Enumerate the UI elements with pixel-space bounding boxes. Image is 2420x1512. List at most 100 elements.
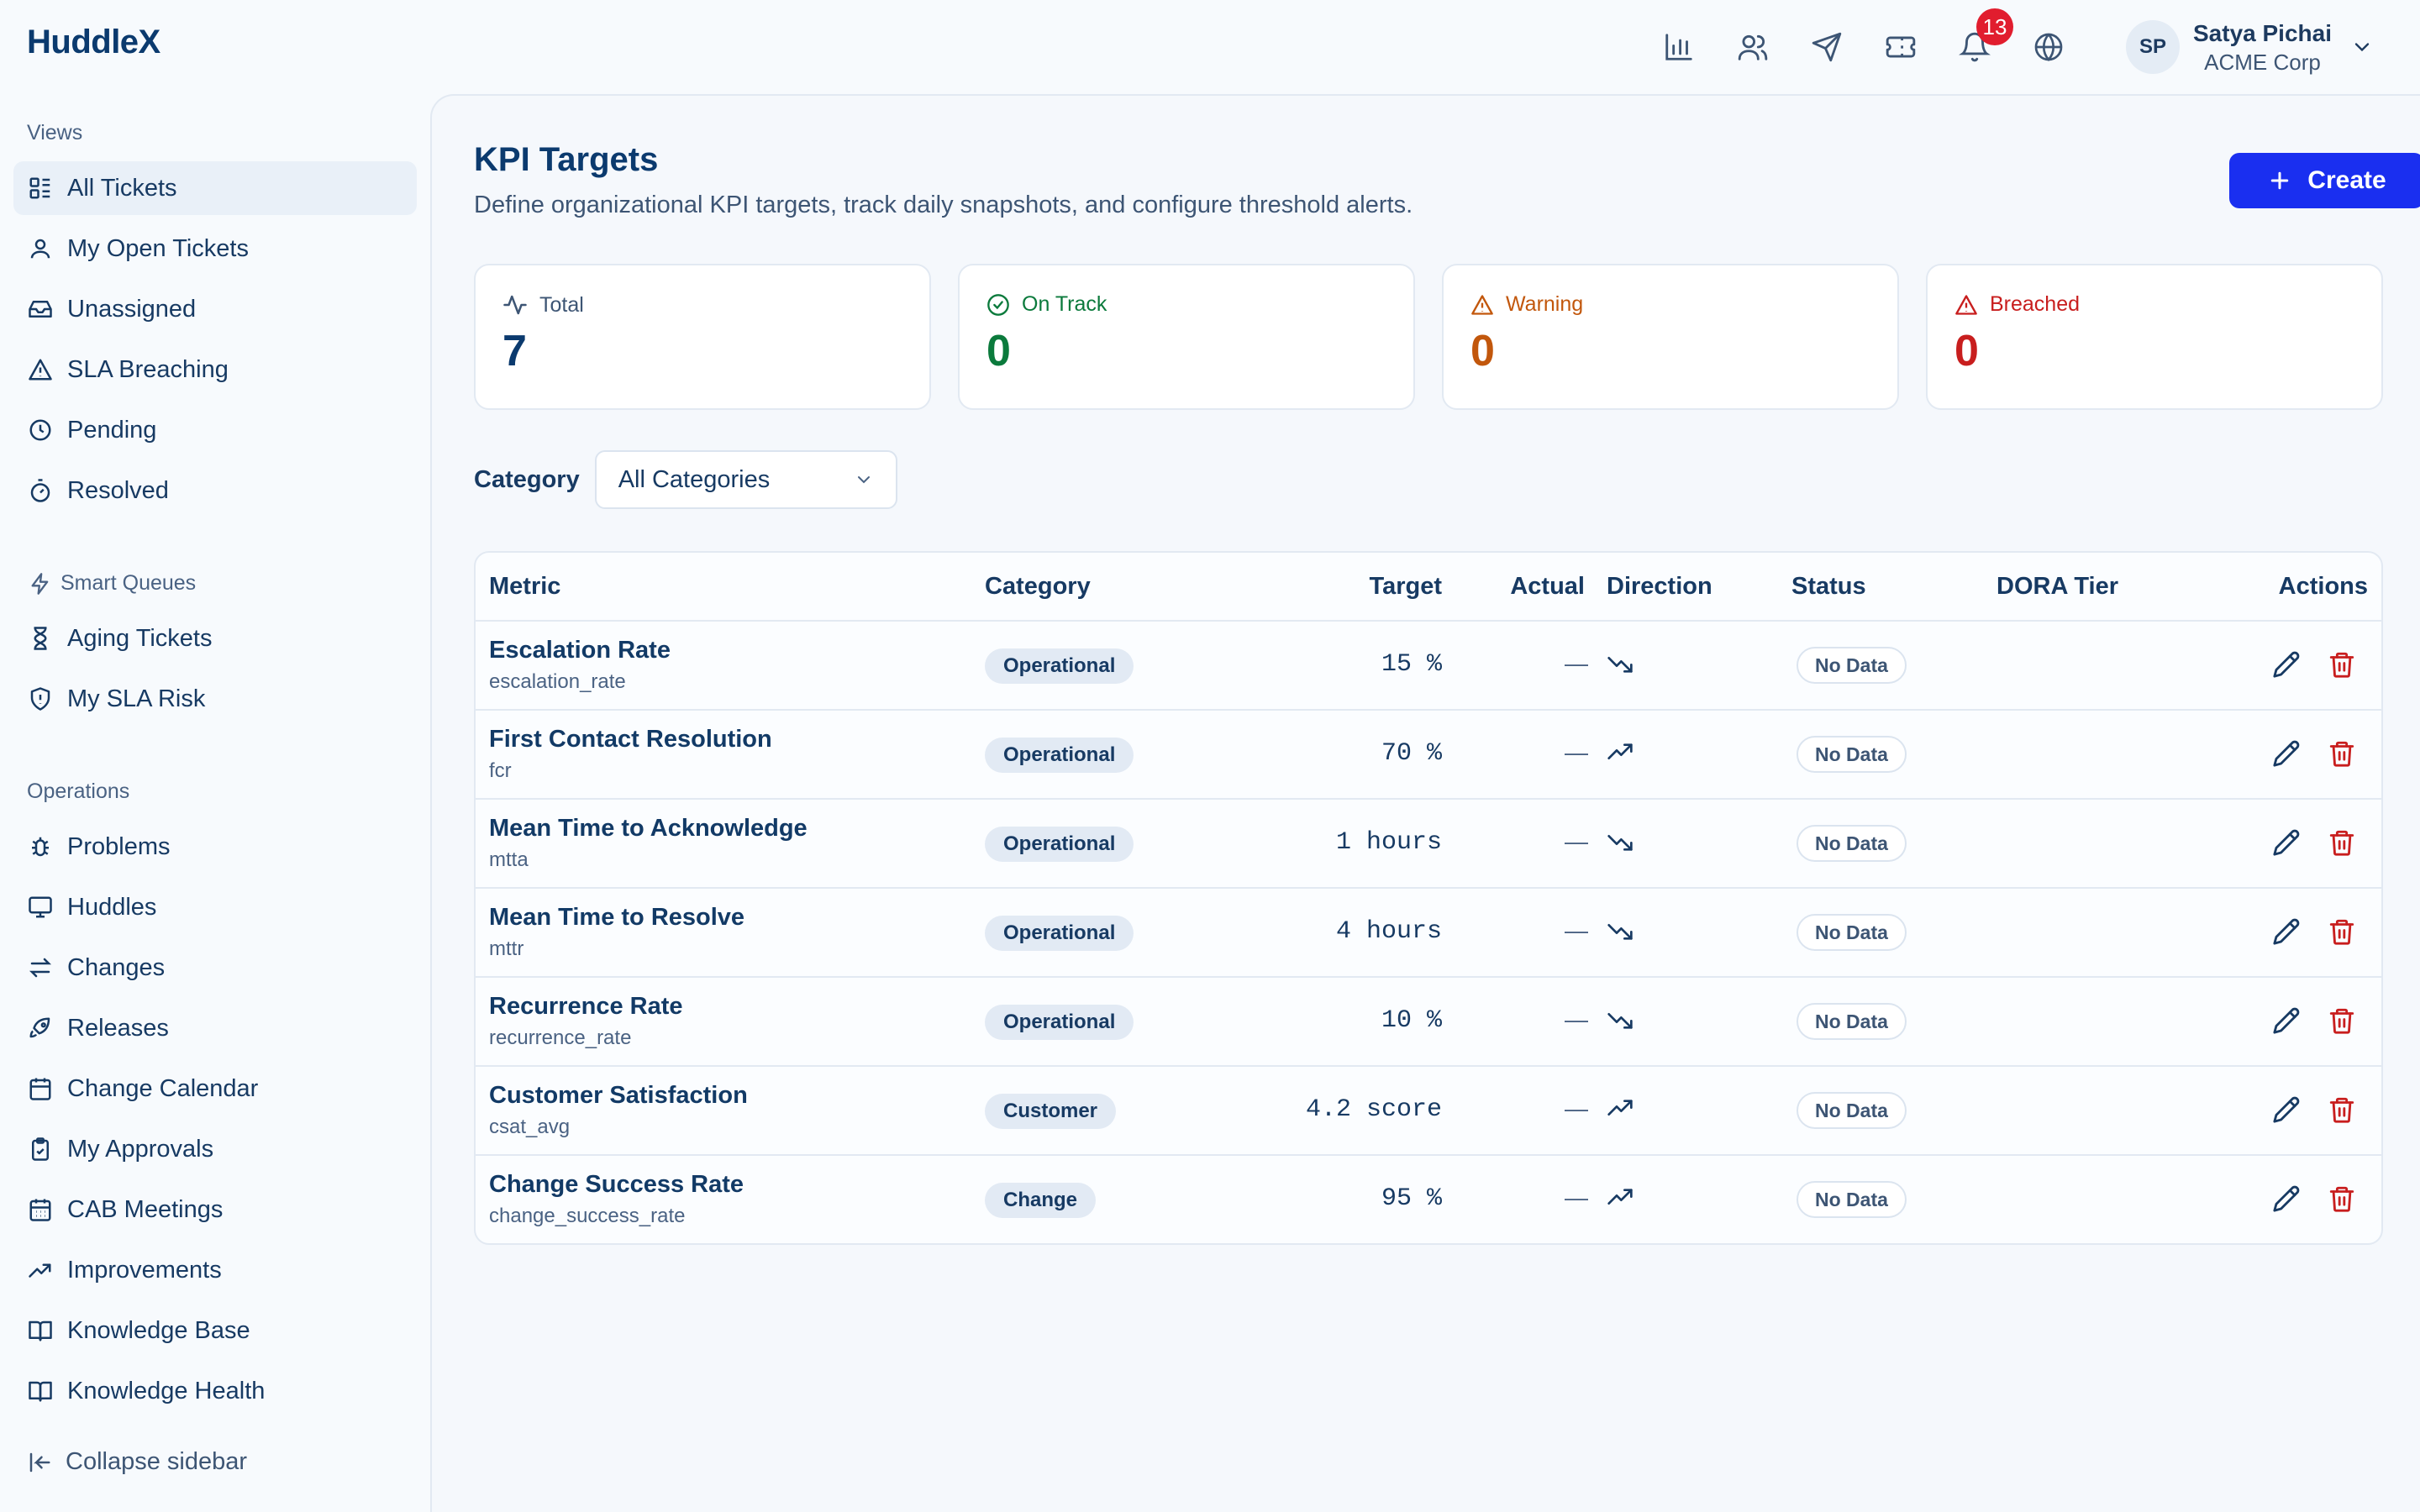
column-header-status[interactable]: Status <box>1791 573 1866 600</box>
send-icon[interactable] <box>1807 27 1847 67</box>
trend-down-icon <box>1607 650 1634 677</box>
target-value: 4.2 score <box>1305 1095 1442 1124</box>
status-badge: No Data <box>1797 825 1907 862</box>
stat-card-total: Total 7 <box>474 264 931 410</box>
edit-icon[interactable] <box>2272 650 2301 679</box>
edit-icon[interactable] <box>2272 1184 2301 1213</box>
collapse-sidebar-label: Collapse sidebar <box>66 1448 248 1475</box>
table-row[interactable]: Recurrence Rate recurrence_rate Operationa… <box>476 978 2381 1067</box>
column-header-target[interactable]: Target <box>1369 573 1442 600</box>
metric-key: fcr <box>489 759 512 782</box>
sidebar-item-improvements[interactable]: Improvements <box>13 1243 417 1297</box>
users-icon[interactable] <box>1733 27 1773 67</box>
sidebar-item-huddles[interactable]: Huddles <box>13 880 417 934</box>
sidebar-item-label: Improvements <box>67 1256 222 1284</box>
clipboard-check-icon <box>27 1136 54 1163</box>
edit-icon[interactable] <box>2272 1006 2301 1035</box>
globe-icon[interactable] <box>2028 27 2069 67</box>
sidebar-item-all-tickets[interactable]: All Tickets <box>13 161 417 215</box>
stat-value: 0 <box>1470 327 1495 375</box>
delete-icon[interactable] <box>2328 917 2356 946</box>
bug-icon <box>27 833 54 860</box>
sidebar-item-unassigned[interactable]: Unassigned <box>13 282 417 336</box>
delete-icon[interactable] <box>2328 1006 2356 1035</box>
table-row[interactable]: Mean Time to Resolve mttr Operational 4 hou… <box>476 889 2381 978</box>
edit-icon[interactable] <box>2272 917 2301 946</box>
sidebar-item-change-calendar[interactable]: Change Calendar <box>13 1062 417 1116</box>
chevron-down-icon[interactable] <box>2350 35 2374 59</box>
delete-icon[interactable] <box>2328 739 2356 768</box>
metric-key: escalation_rate <box>489 670 626 693</box>
sidebar-item-pending[interactable]: Pending <box>13 403 417 457</box>
sidebar-item-aging-tickets[interactable]: Aging Tickets <box>13 612 417 665</box>
stat-cards: Total 7 On Track 0 Warning 0 Breached 0 <box>474 264 2383 410</box>
sidebar-item-releases[interactable]: Releases <box>13 1001 417 1055</box>
category-filter-label: Category <box>474 465 580 493</box>
sidebar-item-my-approvals[interactable]: My Approvals <box>13 1122 417 1176</box>
category-badge: Operational <box>985 827 1134 862</box>
column-header-metric[interactable]: Metric <box>489 573 561 600</box>
analytics-icon[interactable] <box>1659 27 1699 67</box>
stat-card-warning: Warning 0 <box>1442 264 1899 410</box>
calendar-icon <box>27 1075 54 1102</box>
metric-key: recurrence_rate <box>489 1026 632 1049</box>
sidebar-item-cab-meetings[interactable]: CAB Meetings <box>13 1183 417 1236</box>
section-title-operations: Operations <box>27 780 130 803</box>
metric-key: change_success_rate <box>489 1205 686 1227</box>
sidebar-item-knowledge-base[interactable]: Knowledge Base <box>13 1304 417 1357</box>
sidebar-item-problems[interactable]: Problems <box>13 820 417 874</box>
edit-icon[interactable] <box>2272 828 2301 857</box>
delete-icon[interactable] <box>2328 1095 2356 1124</box>
category-badge: Change <box>985 1183 1097 1218</box>
sidebar-item-resolved[interactable]: Resolved <box>13 464 417 517</box>
delete-icon[interactable] <box>2328 1184 2356 1213</box>
page-title: KPI Targets <box>474 141 659 178</box>
sidebar-item-label: My Open Tickets <box>67 234 249 262</box>
book-icon <box>27 1378 54 1404</box>
status-badge: No Data <box>1797 1181 1907 1218</box>
column-header-actual[interactable]: Actual <box>1510 573 1585 600</box>
swap-icon <box>27 954 54 981</box>
table-row[interactable]: Customer Satisfaction csat_avg Customer 4.2… <box>476 1067 2381 1156</box>
category-select[interactable]: All Categories <box>594 450 897 509</box>
sidebar-item-my-open-tickets[interactable]: My Open Tickets <box>13 222 417 276</box>
table-row[interactable]: First Contact Resolution fcr Operational 70… <box>476 711 2381 800</box>
stat-value: 7 <box>502 327 527 375</box>
table-row[interactable]: Mean Time to Acknowledge mtta Operational 1… <box>476 800 2381 889</box>
category-badge: Operational <box>985 1005 1134 1040</box>
hourglass-icon <box>27 625 54 652</box>
table-row[interactable]: Escalation Rate escalation_rate Operationa… <box>476 622 2381 711</box>
kpi-table: Metric Category Target Actual Direction … <box>474 551 2383 1245</box>
sidebar-item-my-sla-risk[interactable]: My SLA Risk <box>13 672 417 726</box>
stat-card-on-track: On Track 0 <box>958 264 1415 410</box>
ticket-icon[interactable] <box>1881 27 1921 67</box>
metric-name: Mean Time to Resolve <box>489 904 745 931</box>
delete-icon[interactable] <box>2328 828 2356 857</box>
status-badge: No Data <box>1797 914 1907 951</box>
sidebar-item-label: My SLA Risk <box>67 685 206 712</box>
clock-icon <box>27 417 54 444</box>
notification-badge: 13 <box>1976 8 2013 45</box>
lightning-icon <box>29 572 52 596</box>
category-badge: Operational <box>985 648 1134 684</box>
delete-icon[interactable] <box>2328 650 2356 679</box>
sidebar-item-label: Unassigned <box>67 295 197 323</box>
book-open-icon <box>27 1317 54 1344</box>
app-logo[interactable]: HuddleX <box>27 24 160 60</box>
user-menu[interactable]: SP Satya Pichai ACME Corp <box>2126 18 2374 76</box>
column-header-direction[interactable]: Direction <box>1607 573 1712 600</box>
edit-icon[interactable] <box>2272 1095 2301 1124</box>
create-button[interactable]: Create <box>2229 153 2420 208</box>
sidebar-item-changes[interactable]: Changes <box>13 941 417 995</box>
table-row[interactable]: Change Success Rate change_success_rate Ch… <box>476 1156 2381 1243</box>
sidebar-item-knowledge-health[interactable]: Knowledge Health <box>13 1364 417 1418</box>
edit-icon[interactable] <box>2272 739 2301 768</box>
bell-icon[interactable]: 13 <box>1954 8 2013 67</box>
collapse-sidebar-button[interactable]: Collapse sidebar <box>27 1448 247 1476</box>
plus-icon <box>2267 168 2292 193</box>
stat-card-breached: Breached 0 <box>1926 264 2383 410</box>
column-header-dora-tier[interactable]: DORA Tier <box>1996 573 2119 600</box>
column-header-category[interactable]: Category <box>985 573 1091 600</box>
avatar: SP <box>2126 20 2180 74</box>
sidebar-item-sla-breaching[interactable]: SLA Breaching <box>13 343 417 396</box>
